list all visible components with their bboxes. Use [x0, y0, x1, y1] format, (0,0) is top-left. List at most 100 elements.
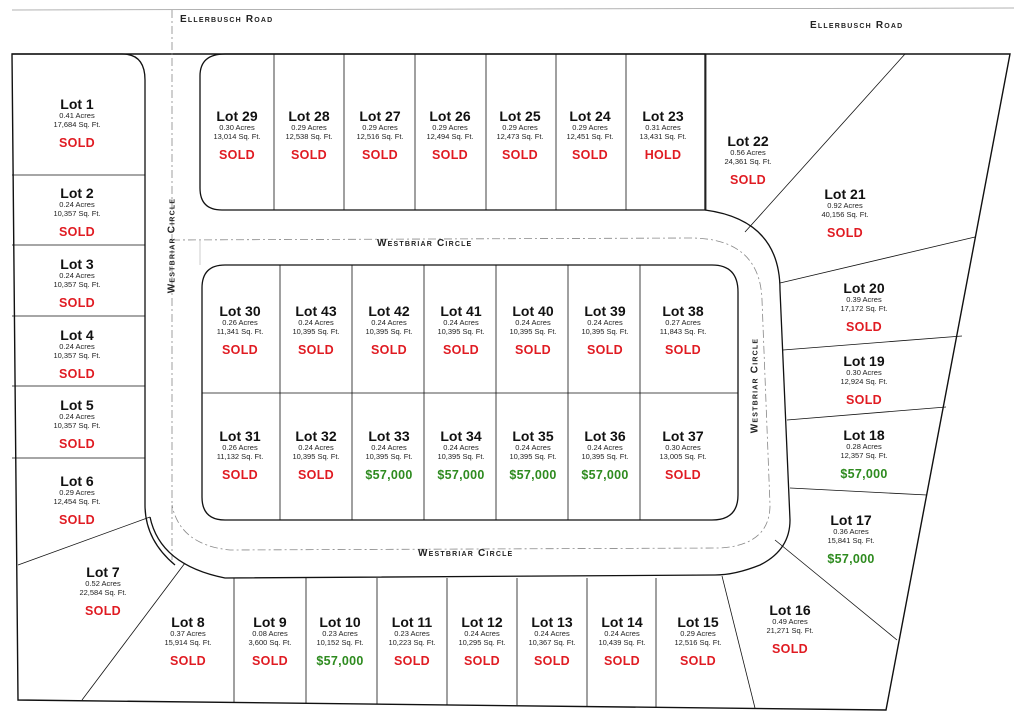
lot-acres: 0.24 Acres: [515, 318, 551, 328]
lot-sqft: 10,439 Sq. Ft.: [598, 637, 646, 647]
lot-sqft: 10,395 Sq. Ft.: [509, 326, 557, 336]
lot-name: Lot 12: [461, 614, 503, 630]
lot-3[interactable]: Lot 3 0.24 Acres 10,357 Sq. Ft. SOLD: [31, 256, 123, 311]
lot-38[interactable]: Lot 38 0.27 Acres 11,843 Sq. Ft. SOLD: [637, 303, 729, 358]
ellerbusch-road-label-right: Ellerbusch Road: [810, 20, 904, 31]
lot-acres: 0.24 Acres: [371, 443, 407, 453]
lot-sqft: 3,600 Sq. Ft.: [248, 637, 292, 647]
lot-name: Lot 9: [253, 614, 287, 630]
lot-33[interactable]: Lot 33 0.24 Acres 10,395 Sq. Ft. $57,000: [343, 428, 435, 483]
lot-36[interactable]: Lot 36 0.24 Acres 10,395 Sq. Ft. $57,000: [559, 428, 651, 483]
lot-acres: 0.30 Acres: [219, 123, 255, 133]
lot-13[interactable]: Lot 13 0.24 Acres 10,367 Sq. Ft. SOLD: [506, 614, 598, 669]
lot-sqft: 12,516 Sq. Ft.: [674, 637, 722, 647]
lot-name: Lot 22: [727, 133, 769, 149]
lot-31[interactable]: Lot 31 0.26 Acres 11,132 Sq. Ft. SOLD: [194, 428, 286, 483]
lot-status: SOLD: [298, 468, 334, 483]
lot-10[interactable]: Lot 10 0.23 Acres 10,152 Sq. Ft. $57,000: [294, 614, 386, 669]
lot-status: SOLD: [604, 654, 640, 669]
lot-acres: 0.39 Acres: [846, 295, 882, 305]
lot-19[interactable]: Lot 19 0.30 Acres 12,924 Sq. Ft. SOLD: [818, 353, 910, 408]
lot-37[interactable]: Lot 37 0.30 Acres 13,005 Sq. Ft. SOLD: [637, 428, 729, 483]
lot-25[interactable]: Lot 25 0.29 Acres 12,473 Sq. Ft. SOLD: [474, 108, 566, 163]
lot-name: Lot 34: [440, 428, 482, 444]
lot-5[interactable]: Lot 5 0.24 Acres 10,357 Sq. Ft. SOLD: [31, 397, 123, 452]
lot-acres: 0.92 Acres: [827, 201, 863, 211]
lot-29[interactable]: Lot 29 0.30 Acres 13,014 Sq. Ft. SOLD: [191, 108, 283, 163]
lot-18[interactable]: Lot 18 0.28 Acres 12,357 Sq. Ft. $57,000: [818, 427, 910, 482]
lot-acres: 0.56 Acres: [730, 148, 766, 158]
lot-acres: 0.41 Acres: [59, 111, 95, 121]
lot-name: Lot 38: [662, 303, 704, 319]
lot-34[interactable]: Lot 34 0.24 Acres 10,395 Sq. Ft. $57,000: [415, 428, 507, 483]
lot-39[interactable]: Lot 39 0.24 Acres 10,395 Sq. Ft. SOLD: [559, 303, 651, 358]
lot-name: Lot 42: [368, 303, 410, 319]
lot-acres: 0.28 Acres: [846, 442, 882, 452]
lot-12[interactable]: Lot 12 0.24 Acres 10,295 Sq. Ft. SOLD: [436, 614, 528, 669]
lot-17[interactable]: Lot 17 0.36 Acres 15,841 Sq. Ft. $57,000: [805, 512, 897, 567]
lot-14[interactable]: Lot 14 0.24 Acres 10,439 Sq. Ft. SOLD: [576, 614, 668, 669]
lot-15[interactable]: Lot 15 0.29 Acres 12,516 Sq. Ft. SOLD: [652, 614, 744, 669]
lot-name: Lot 17: [830, 512, 872, 528]
lot-28[interactable]: Lot 28 0.29 Acres 12,538 Sq. Ft. SOLD: [263, 108, 355, 163]
lot-27[interactable]: Lot 27 0.29 Acres 12,516 Sq. Ft. SOLD: [334, 108, 426, 163]
lot-status: $57,000: [827, 552, 875, 567]
lot-2[interactable]: Lot 2 0.24 Acres 10,357 Sq. Ft. SOLD: [31, 185, 123, 240]
lot-sqft: 10,357 Sq. Ft.: [53, 350, 101, 360]
lot-7[interactable]: Lot 7 0.52 Acres 22,584 Sq. Ft. SOLD: [57, 564, 149, 619]
lot-sqft: 10,395 Sq. Ft.: [292, 451, 340, 461]
lot-22[interactable]: Lot 22 0.56 Acres 24,361 Sq. Ft. SOLD: [702, 133, 794, 188]
lot-status: $57,000: [437, 468, 485, 483]
lot-16[interactable]: Lot 16 0.49 Acres 21,271 Sq. Ft. SOLD: [744, 602, 836, 657]
lot-name: Lot 27: [359, 108, 401, 124]
lot-acres: 0.24 Acres: [59, 412, 95, 422]
lot-acres: 0.24 Acres: [604, 629, 640, 639]
lot-status: SOLD: [85, 604, 121, 619]
lot-21[interactable]: Lot 21 0.92 Acres 40,156 Sq. Ft. SOLD: [799, 186, 891, 241]
lot-26[interactable]: Lot 26 0.29 Acres 12,494 Sq. Ft. SOLD: [404, 108, 496, 163]
lot-sqft: 12,473 Sq. Ft.: [496, 131, 544, 141]
lot-name: Lot 29: [216, 108, 258, 124]
lot-40[interactable]: Lot 40 0.24 Acres 10,395 Sq. Ft. SOLD: [487, 303, 579, 358]
lot-status: SOLD: [846, 320, 882, 335]
lot-name: Lot 6: [60, 473, 94, 489]
lot-30[interactable]: Lot 30 0.26 Acres 11,341 Sq. Ft. SOLD: [194, 303, 286, 358]
lot-43[interactable]: Lot 43 0.24 Acres 10,395 Sq. Ft. SOLD: [270, 303, 362, 358]
lot-status: SOLD: [665, 468, 701, 483]
lot-35[interactable]: Lot 35 0.24 Acres 10,395 Sq. Ft. $57,000: [487, 428, 579, 483]
lot-41[interactable]: Lot 41 0.24 Acres 10,395 Sq. Ft. SOLD: [415, 303, 507, 358]
lot-32[interactable]: Lot 32 0.24 Acres 10,395 Sq. Ft. SOLD: [270, 428, 362, 483]
lot-sqft: 40,156 Sq. Ft.: [821, 209, 869, 219]
lot-name: Lot 41: [440, 303, 482, 319]
lot-acres: 0.29 Acres: [362, 123, 398, 133]
lot-name: Lot 11: [391, 614, 433, 630]
lot-acres: 0.31 Acres: [645, 123, 681, 133]
lot-name: Lot 40: [512, 303, 554, 319]
lot-23[interactable]: Lot 23 0.31 Acres 13,431 Sq. Ft. HOLD: [617, 108, 709, 163]
lot-sqft: 22,584 Sq. Ft.: [79, 587, 127, 597]
lot-name: Lot 16: [769, 602, 811, 618]
lot-acres: 0.24 Acres: [371, 318, 407, 328]
lot-8[interactable]: Lot 8 0.37 Acres 15,914 Sq. Ft. SOLD: [142, 614, 234, 669]
lot-4[interactable]: Lot 4 0.24 Acres 10,357 Sq. Ft. SOLD: [31, 327, 123, 382]
lot-6[interactable]: Lot 6 0.29 Acres 12,454 Sq. Ft. SOLD: [31, 473, 123, 528]
top-lots-block: [199, 53, 706, 211]
lot-11[interactable]: Lot 11 0.23 Acres 10,223 Sq. Ft. SOLD: [366, 614, 458, 669]
lot-sqft: 15,841 Sq. Ft.: [827, 535, 875, 545]
lot-status: SOLD: [291, 148, 327, 163]
lot-status: SOLD: [59, 225, 95, 240]
center-block: [201, 264, 739, 521]
westbriar-circle-label-left: Westbriar Circle: [166, 197, 178, 294]
lot-42[interactable]: Lot 42 0.24 Acres 10,395 Sq. Ft. SOLD: [343, 303, 435, 358]
lot-1[interactable]: Lot 1 0.41 Acres 17,684 Sq. Ft. SOLD: [31, 96, 123, 151]
lot-9[interactable]: Lot 9 0.08 Acres 3,600 Sq. Ft. SOLD: [224, 614, 316, 669]
lot-acres: 0.29 Acres: [572, 123, 608, 133]
westbriar-centerline: [171, 237, 771, 551]
lot-24[interactable]: Lot 24 0.29 Acres 12,451 Sq. Ft. SOLD: [544, 108, 636, 163]
lot-20[interactable]: Lot 20 0.39 Acres 17,172 Sq. Ft. SOLD: [818, 280, 910, 335]
lot-acres: 0.24 Acres: [443, 443, 479, 453]
lot-status: SOLD: [572, 148, 608, 163]
lot-sqft: 10,395 Sq. Ft.: [365, 451, 413, 461]
lot-name: Lot 18: [843, 427, 885, 443]
lot-sqft: 10,357 Sq. Ft.: [53, 420, 101, 430]
